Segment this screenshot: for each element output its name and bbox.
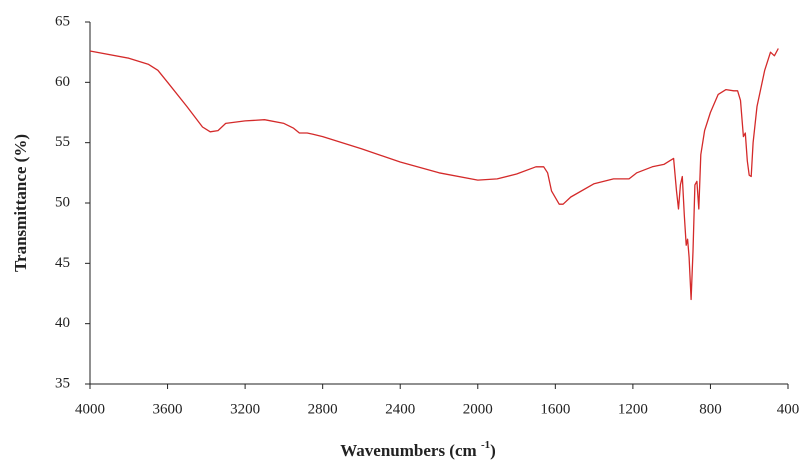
x-axis-title-sup: -1 — [481, 439, 490, 451]
x-axis-title-part: Wavenumbers (cm — [340, 441, 481, 460]
x-tick-label: 3200 — [230, 401, 260, 417]
spectrum-line — [89, 48, 779, 301]
y-axis-title: Transmittance (%) — [11, 134, 30, 272]
x-tick-label: 2000 — [463, 401, 493, 417]
y-tick-label: 60 — [55, 74, 70, 90]
y-tick-label: 65 — [55, 13, 70, 29]
y-tick-label: 40 — [55, 315, 70, 331]
y-tick-label: 35 — [55, 375, 70, 391]
x-axis-title: Wavenumbers (cm -1) — [340, 439, 496, 460]
x-tick-label: 800 — [699, 401, 722, 417]
x-tick-label: 1200 — [618, 401, 648, 417]
x-tick-label: 1600 — [540, 401, 570, 417]
x-tick-label: 4000 — [75, 401, 105, 417]
y-tick-label: 55 — [55, 134, 70, 150]
y-tick-label: 45 — [55, 255, 70, 271]
y-tick-label: 50 — [55, 194, 70, 210]
x-tick-label: 2400 — [385, 401, 415, 417]
x-tick-label: 400 — [777, 401, 800, 417]
x-tick-label: 2800 — [308, 401, 338, 417]
x-axis-title-part: ) — [490, 441, 496, 460]
x-tick-label: 3600 — [153, 401, 183, 417]
